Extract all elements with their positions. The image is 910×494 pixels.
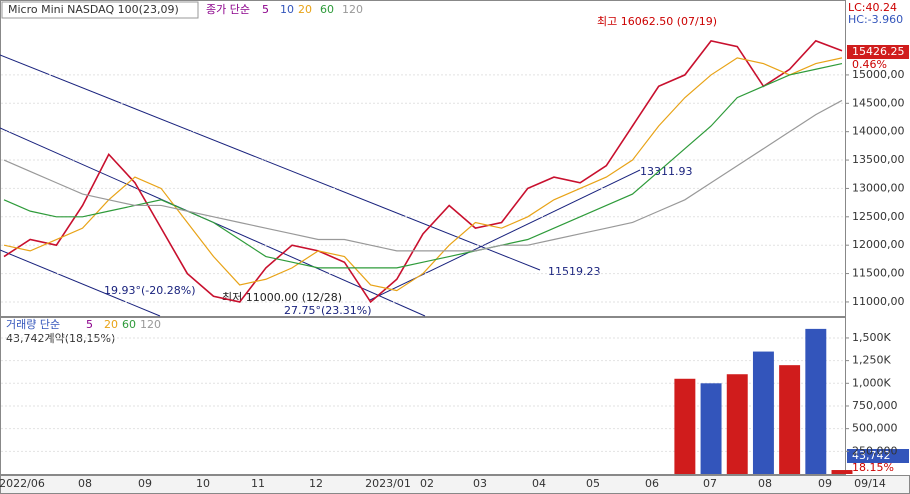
trend-line [0,54,541,271]
legend-period: 5 [262,3,269,16]
volume-bar [831,470,853,474]
legend-period: 20 [104,318,118,331]
volume-note: 43,742계약(18,15%) [6,331,115,345]
annotation: 19.93°(-20.28%) [104,284,196,297]
annotation: 27.75°(23.31%) [284,304,372,317]
y-tick-label: 500,000 [852,422,898,435]
annotation: 최저 11000.00 (12/28) [222,291,342,304]
volume-change: 18.15% [852,461,894,474]
last-box [847,449,909,463]
legend-period: 120 [140,318,161,331]
last-box [847,45,909,59]
x-tick-label: 10 [196,477,210,490]
x-tick-label: 07 [703,477,717,490]
y-tick-label: 13000,00 [852,181,905,194]
y-tick-label: 12000,00 [852,238,905,251]
y-tick-label: 1,250K [852,354,891,367]
annotation: 11519.23 [548,265,601,278]
volume-bar [674,378,696,474]
y-tick-label: 11000,00 [852,295,905,308]
x-tick-label: 08 [758,477,772,490]
x-tick-label: 09 [138,477,152,490]
title: Micro Mini NASDAQ 100(23,09) [8,3,179,16]
annotation: 13311.93 [640,165,693,178]
legend-period: 5 [86,318,93,331]
trend-line [0,249,161,317]
legend-label: 종가 단순 [206,3,250,16]
x-tick-label: 2023/01 [365,477,411,490]
series-line [3,39,843,304]
x-tick-label: 09 [818,477,832,490]
legend-period: 10 [280,3,294,16]
x-tick-label: 08 [78,477,92,490]
volume-panel [0,317,846,475]
volume-bar [779,365,801,474]
change: 0.46% [852,58,887,71]
legend-period: 120 [342,3,363,16]
y-tick-label: 13500,00 [852,153,905,166]
x-tick-label: 09/14 [854,477,886,490]
price-panel [0,0,846,317]
side-label: LC:40.24 [848,1,897,14]
x-tick-label: 11 [251,477,265,490]
last-price: 15426.25 [852,45,905,58]
x-tick-label: 02 [420,477,434,490]
series-line [3,57,843,292]
x-tick-label: 03 [473,477,487,490]
x-tick-label: 2022/06 [0,477,45,490]
y-tick-label: 1,500K [852,331,891,344]
series-line [3,62,843,269]
legend-period: 20 [298,3,312,16]
volume-bar [805,328,827,474]
x-tick-label: 12 [309,477,323,490]
y-tick-label: 11500,00 [852,267,905,280]
volume-bar [752,351,774,474]
y-tick-label: 750,000 [852,399,898,412]
legend-label: 거래량 단순 [6,318,60,331]
x-axis [0,475,910,494]
legend-period: 60 [320,3,334,16]
annotation: 최고 16062.50 (07/19) [597,15,717,28]
title-box [1,1,199,19]
volume-bar [700,383,722,474]
y-tick-label: 1,000K [852,376,891,389]
x-tick-label: 04 [532,477,546,490]
x-tick-label: 06 [645,477,659,490]
volume-bar [726,374,748,474]
side-label: HC:-3.960 [848,13,903,26]
series-line [3,99,843,252]
legend-period: 60 [122,318,136,331]
last-volume: 43,742 [852,449,891,462]
y-tick-label: 14500,00 [852,96,905,109]
y-tick-label: 14000,00 [852,125,905,138]
x-tick-label: 05 [586,477,600,490]
y-tick-label: 15000,00 [852,68,905,81]
y-tick-label: 250,000 [852,444,898,457]
y-tick-label: 12500,00 [852,210,905,223]
